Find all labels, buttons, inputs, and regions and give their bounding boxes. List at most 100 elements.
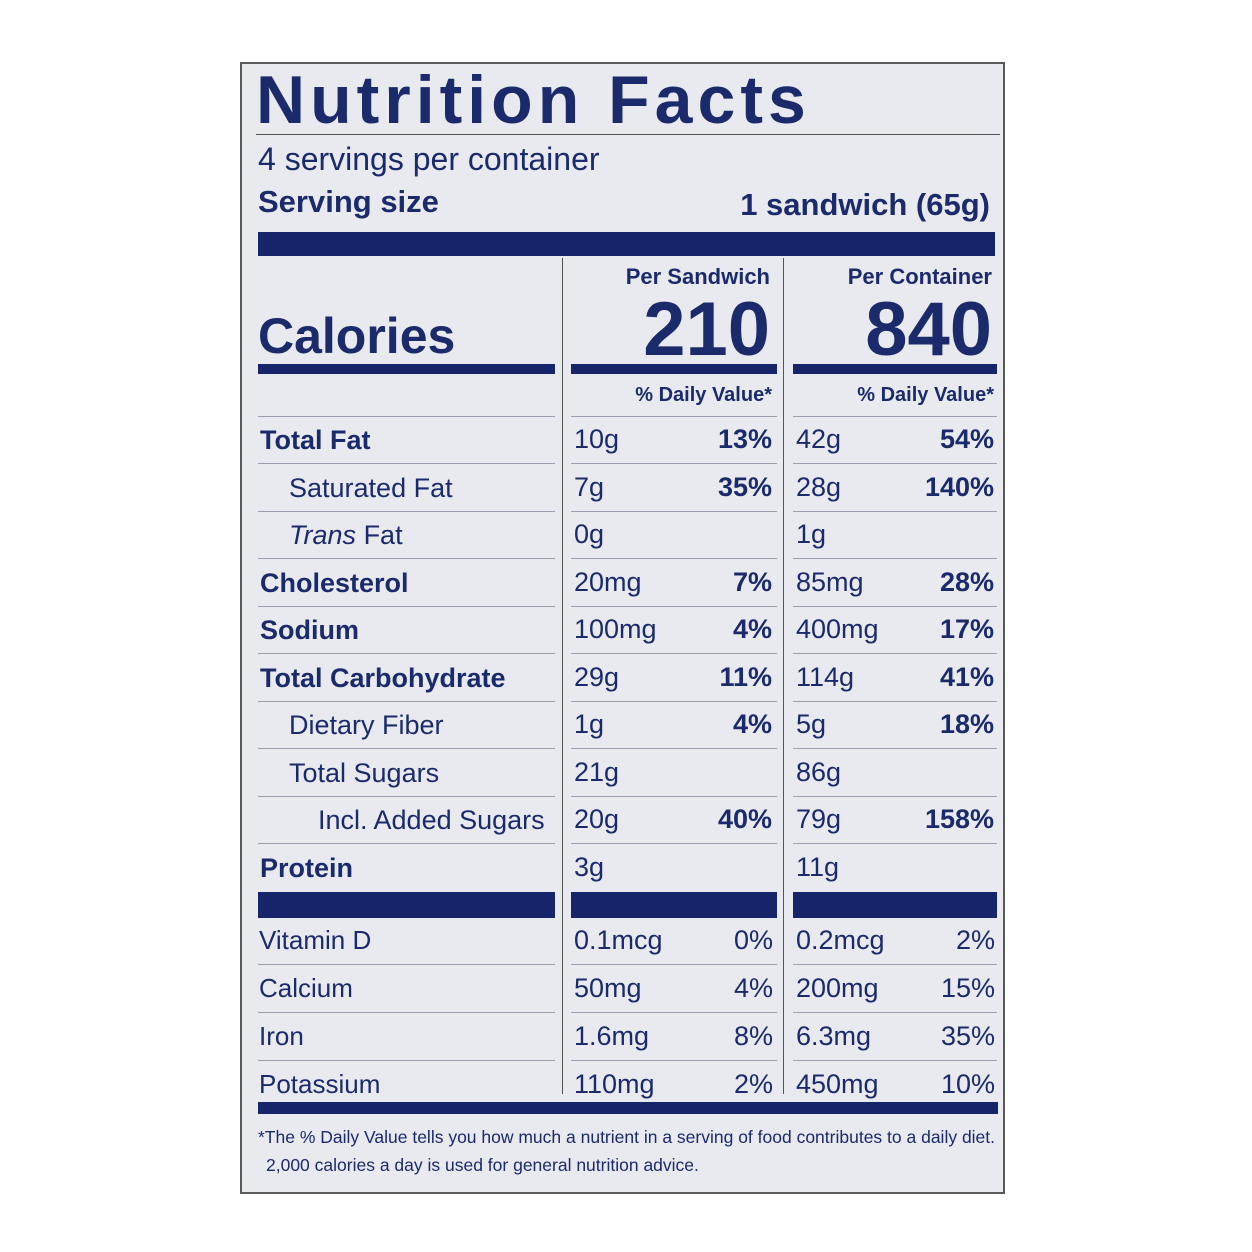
rule [258,700,555,702]
vitamin-name: Iron [259,1021,304,1052]
nutrient-name: Saturated Fat [289,470,453,506]
rule [571,964,777,965]
amount: 100mg [574,614,657,645]
medium-bar [258,364,555,374]
amount: 1.6mg [574,1021,650,1052]
column-header: Per Sandwich [625,263,770,289]
nutrient-name: Protein [260,850,353,886]
rule [258,1060,555,1061]
nutrient-name: Incl. Added Sugars [318,802,545,838]
name-part: Total Sugars [289,757,440,788]
amount: 0.2mcg [796,925,885,956]
nutrient-name: Trans Fat [289,517,403,553]
rule [258,510,555,512]
name-part: Fat [363,520,403,550]
daily-value: 4% [732,614,772,645]
dv-header: % Daily Value* [635,384,772,406]
amount: 50mg [574,973,642,1004]
rule [258,605,555,607]
rule [256,134,1000,135]
rule [571,700,777,702]
amount: 400mg [796,614,879,645]
daily-value: 10% [940,1069,995,1100]
rule [793,416,997,417]
thick-bar [571,892,777,918]
rule [571,795,777,797]
amount: 11g [796,851,840,882]
title: Nutrition Facts [256,61,811,138]
nutrient-name: Total Fat [260,422,371,458]
thick-bar [258,232,995,256]
rule [258,843,555,844]
daily-value: 4% [732,709,772,740]
vitamin-name: Potassium [259,1069,381,1100]
amount: 7g [574,471,605,502]
amount: 20mg [574,566,642,597]
nutrient-name: Dietary Fiber [289,707,444,743]
divider [562,258,563,1094]
calories-value: 210 [643,286,770,372]
medium-bar [258,1102,998,1114]
footnote: *The % Daily Value tells you how much a … [258,1126,996,1147]
medium-bar [571,364,777,374]
daily-value: 11% [719,661,772,692]
daily-value: 40% [717,804,772,835]
daily-value: 28% [939,566,994,597]
rule [258,463,555,464]
vitamin-name: Vitamin D [259,925,372,956]
amount: 200mg [796,973,879,1004]
name-part: Trans [289,520,357,550]
daily-value: 35% [940,1021,995,1052]
rule [571,843,777,844]
daily-value: 41% [939,661,994,692]
amount: 450mg [796,1069,879,1100]
rule [793,463,997,464]
thick-bar [258,892,555,918]
thick-bar [793,892,997,918]
amount: 79g [796,804,842,835]
name-part: Total Carbohydrate [260,662,506,693]
name-part: Saturated Fat [289,472,453,503]
amount: 5g [796,709,827,740]
daily-value: 54% [939,424,994,455]
footnote: 2,000 calories a day is used for general… [266,1154,699,1175]
rule [258,1012,555,1013]
amount: 28g [796,471,842,502]
nutrient-name: Cholesterol [260,565,409,601]
rule [793,653,997,654]
rule [258,416,555,417]
dv-header: % Daily Value* [857,384,994,406]
rule [793,1012,997,1013]
rule [571,605,777,607]
rule [793,795,997,797]
amount: 10g [574,424,620,455]
amount: 114g [796,661,855,692]
amount: 3g [574,851,605,882]
amount: 86g [796,756,842,787]
name-part: Protein [260,852,354,883]
rule [258,748,555,749]
rule [258,653,555,654]
rule [793,700,997,702]
vitamin-name: Calcium [259,973,353,1004]
daily-value: 17% [939,614,994,645]
rule [793,748,997,749]
daily-value: 158% [924,804,994,835]
rule [258,795,555,797]
daily-value: 0% [733,925,773,956]
calories-value: 840 [865,286,992,372]
rule [258,558,555,559]
rule [571,1012,777,1013]
rule [793,964,997,965]
rule [571,558,777,559]
daily-value: 15% [940,973,995,1004]
nutrient-name: Total Sugars [289,755,439,791]
daily-value: 140% [924,471,994,502]
daily-value: 2% [733,1069,773,1100]
amount: 1g [574,709,605,740]
amount: 110mg [574,1069,655,1100]
rule [571,653,777,654]
amount: 1g [796,519,827,550]
name-part: Sodium [260,615,359,645]
